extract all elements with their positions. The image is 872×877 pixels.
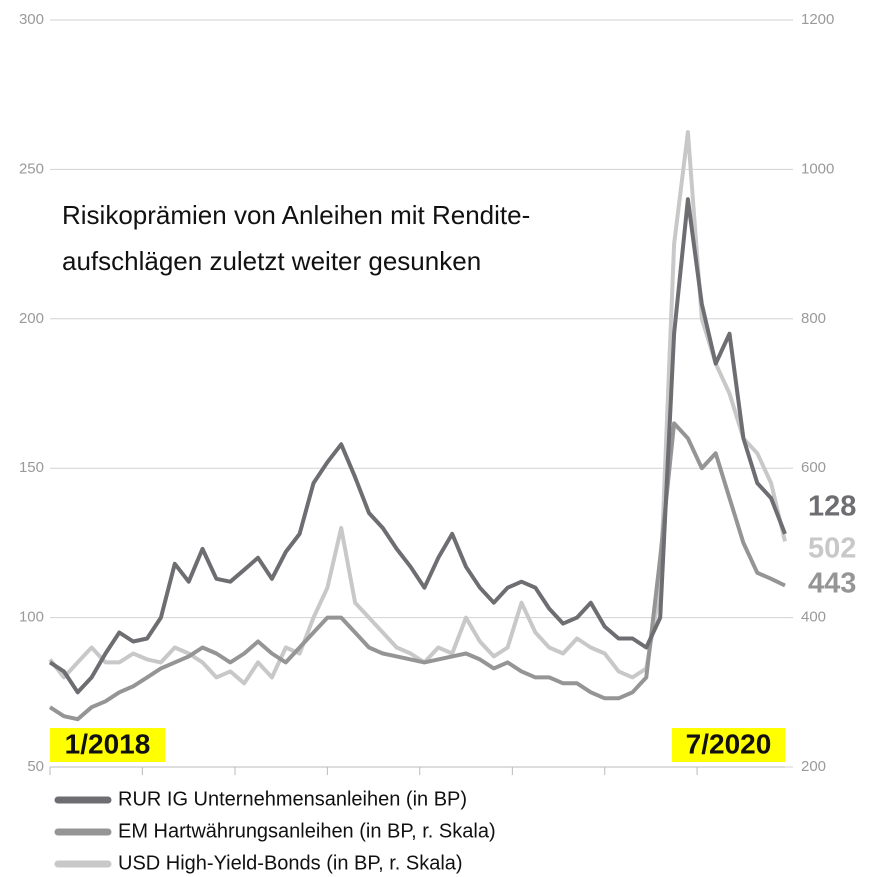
legend-label: RUR IG Unternehmensanleihen (in BP) — [118, 788, 467, 810]
y-tick-label: 250 — [19, 160, 44, 177]
y-tick-label: 50 — [27, 758, 44, 775]
annotation: 1/2018 — [65, 728, 151, 759]
legend-label: USD High-Yield-Bonds (in BP, r. Skala) — [118, 852, 463, 874]
y2-tick-label: 800 — [801, 310, 826, 327]
end-value-label: 128 — [808, 491, 856, 523]
y2-tick-label: 600 — [801, 459, 826, 476]
y-tick-label: 300 — [19, 11, 44, 28]
annotation-box — [50, 728, 165, 762]
y2-tick-label: 200 — [801, 758, 826, 775]
end-value-label: 502 — [808, 533, 856, 565]
y2-tick-label: 1200 — [801, 11, 834, 28]
y2-tick-label: 1000 — [801, 160, 834, 177]
chart-title: Risikoprämien von Anleihen mit Rendite- — [62, 200, 530, 230]
chart-title: aufschlägen zuletzt weiter gesunken — [62, 246, 481, 276]
end-value-label: 443 — [808, 568, 856, 600]
y2-tick-label: 400 — [801, 609, 826, 626]
series-line — [48, 197, 787, 695]
legend-label: EM Hartwährungsanleihen (in BP, r. Skala… — [118, 820, 496, 842]
annotation-box — [672, 728, 785, 762]
y-tick-label: 150 — [19, 459, 44, 476]
y-tick-label: 200 — [19, 310, 44, 327]
annotation: 7/2020 — [686, 728, 772, 759]
y-tick-label: 100 — [19, 609, 44, 626]
